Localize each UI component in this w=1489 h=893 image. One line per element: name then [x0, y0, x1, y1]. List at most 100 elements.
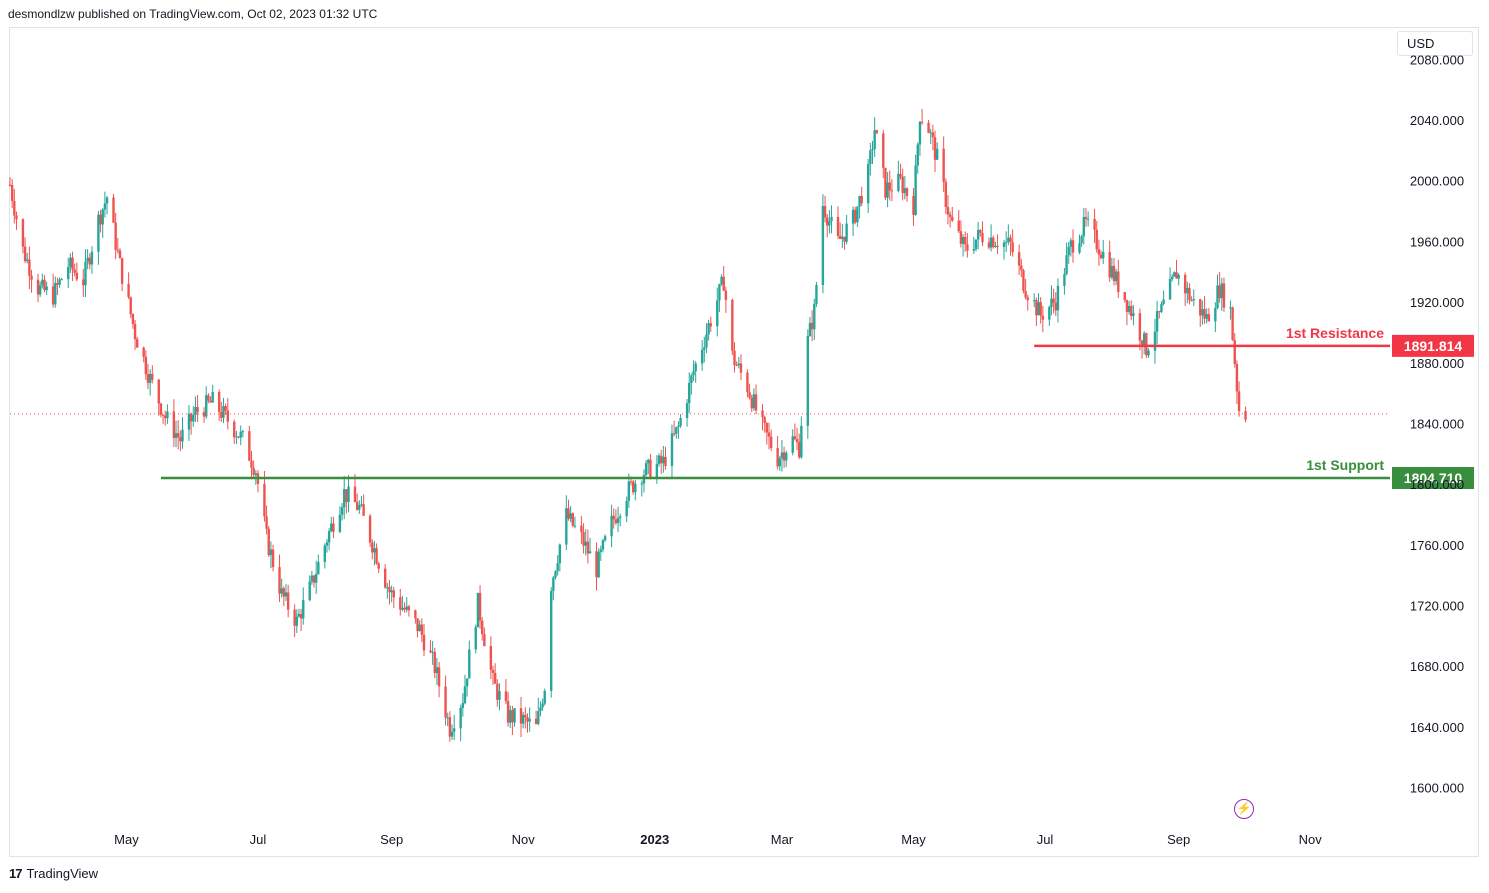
- candle-body: [655, 463, 659, 478]
- y-tick-label: 1840.000: [1410, 416, 1464, 431]
- candle-body: [189, 413, 193, 422]
- candle-body: [399, 597, 402, 610]
- candle-body: [558, 544, 562, 564]
- candle-body: [211, 391, 214, 403]
- candle-body: [23, 246, 27, 262]
- candle-body: [899, 173, 902, 177]
- candle-body: [731, 299, 734, 351]
- candle-body: [933, 137, 937, 160]
- candle-body: [601, 540, 605, 550]
- candle-body: [1229, 307, 1232, 309]
- candle-body: [360, 504, 363, 506]
- candle-body: [67, 267, 70, 280]
- candle-body: [603, 536, 607, 541]
- candle-body: [101, 209, 104, 225]
- candle-body: [45, 286, 48, 291]
- candle-body: [435, 667, 439, 674]
- candle-body: [670, 433, 674, 466]
- candle-body: [1153, 331, 1157, 351]
- candle-body: [88, 257, 91, 265]
- candle-body: [1082, 216, 1086, 237]
- candle-body: [569, 513, 572, 519]
- candle-body: [75, 272, 79, 280]
- candle-body: [302, 600, 305, 619]
- y-tick-label: 1880.000: [1410, 356, 1464, 371]
- candle-body: [957, 220, 960, 232]
- candle-body: [903, 188, 907, 194]
- candle-body: [524, 714, 527, 718]
- price-axis: 2080.000 2040.000 2000.000 1960.000 1920.000…: [1410, 52, 1464, 795]
- candle-body: [1110, 265, 1114, 278]
- candle-body: [791, 436, 794, 453]
- currency-selector[interactable]: USD: [1397, 31, 1473, 56]
- lightning-icon[interactable]: ⚡: [1234, 799, 1254, 819]
- level-price-badge: [1392, 467, 1474, 490]
- candle-body: [631, 481, 635, 493]
- candle-body: [1244, 411, 1247, 420]
- candle-body: [405, 606, 408, 610]
- candle-body: [1177, 274, 1180, 279]
- y-tick-label: 1720.000: [1410, 599, 1464, 614]
- candle-body: [720, 276, 723, 285]
- candle-body: [1207, 314, 1211, 322]
- candle-body: [1145, 333, 1148, 356]
- candle-body: [325, 542, 329, 546]
- y-tick-label: 1920.000: [1410, 295, 1464, 310]
- candle-body: [629, 481, 633, 483]
- candle-body: [748, 392, 751, 398]
- candle-body: [388, 587, 391, 593]
- candle-body: [694, 363, 697, 372]
- candle-body: [265, 516, 268, 529]
- candle-body: [407, 606, 411, 611]
- x-tick-label: Nov: [1299, 832, 1323, 847]
- candle-body: [1052, 298, 1055, 303]
- candle-body: [644, 462, 648, 476]
- candle-body: [1086, 218, 1090, 220]
- candle-body: [767, 432, 771, 437]
- candle-body: [431, 651, 434, 653]
- chart-frame[interactable]: [9, 27, 1479, 857]
- candle-body: [418, 624, 421, 632]
- candle-body: [1130, 305, 1133, 317]
- candle-body: [966, 244, 969, 251]
- candle-body: [1147, 350, 1150, 356]
- candle-body: [478, 592, 482, 621]
- candle-body: [166, 411, 169, 419]
- footer-brand[interactable]: 17 TradingView: [9, 866, 98, 881]
- candle-body: [461, 703, 465, 708]
- candle-body: [172, 411, 176, 438]
- candle-body: [724, 290, 728, 300]
- candle-body: [196, 407, 199, 413]
- candle-body: [733, 350, 736, 366]
- candle-body: [1020, 265, 1023, 271]
- candle-body: [491, 669, 495, 673]
- candle-body: [38, 285, 42, 295]
- candle-body: [935, 148, 939, 160]
- candle-body: [836, 216, 840, 236]
- candle-body: [1069, 240, 1073, 247]
- candle-body: [13, 201, 16, 216]
- candle-body: [912, 195, 915, 215]
- candle-body: [420, 624, 424, 635]
- candle-body: [716, 300, 719, 327]
- candle-body: [886, 182, 889, 198]
- candle-body: [271, 549, 275, 568]
- candle-body: [989, 237, 993, 248]
- candle-body: [1054, 302, 1057, 311]
- candle-body: [785, 452, 788, 461]
- x-tick-label: Jul: [250, 832, 267, 847]
- candle-body: [586, 541, 590, 554]
- candle-body: [1142, 333, 1146, 347]
- candle-body: [640, 483, 643, 485]
- candle-body: [869, 150, 872, 164]
- candle-body: [994, 245, 997, 248]
- candle-body: [504, 691, 508, 702]
- candle-body: [537, 711, 540, 724]
- candle-body: [1171, 276, 1174, 280]
- candle-body: [506, 701, 510, 723]
- candle-body: [707, 323, 710, 335]
- candle-body: [297, 613, 301, 617]
- candle-body: [778, 458, 781, 467]
- candle-body: [565, 508, 568, 545]
